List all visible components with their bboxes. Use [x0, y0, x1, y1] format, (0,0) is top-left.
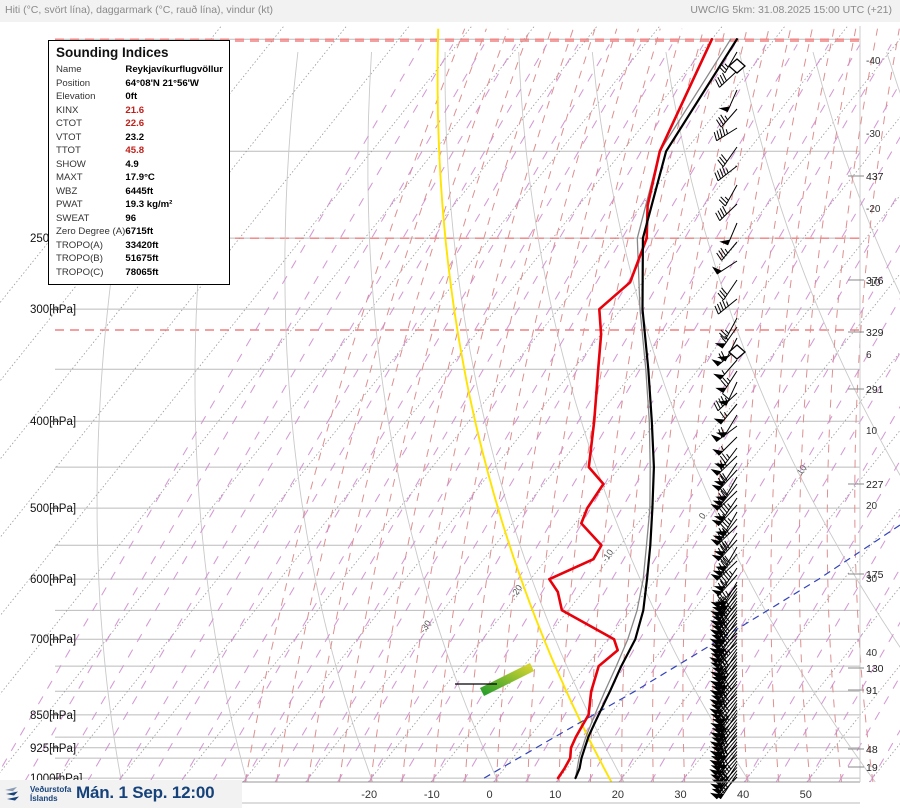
indices-row: Zero Degree (A)6715ft [56, 225, 223, 239]
indices-key: CTOT [56, 117, 125, 131]
footer-bar: Veðurstofa Íslands Mán. 1 Sep. 12:00 [0, 780, 242, 808]
pressure-tick-label: 600[hPa] [30, 574, 76, 586]
right-altitude-label: 329 [866, 327, 884, 339]
vedurstofa-logo: Veðurstofa Íslands [4, 785, 86, 805]
right-temperature-label: -40 [866, 56, 881, 67]
indices-key: SWEAT [56, 212, 125, 226]
indices-key: TROPO(B) [56, 252, 125, 266]
logo-arrows-icon [4, 785, 28, 805]
header-caption-right: UWC/IG 5km: 31.08.2025 15:00 UTC (+21) [690, 4, 892, 16]
temperature-tick-label: 40 [737, 789, 749, 801]
logo-text: Veðurstofa Íslands [30, 785, 71, 803]
temperature-tick-label: -20 [361, 789, 377, 801]
indices-key: PWAT [56, 198, 125, 212]
indices-value: 17.9°C [125, 171, 223, 185]
indices-key: KINX [56, 104, 125, 118]
right-altitude-label: 437 [866, 171, 884, 183]
pressure-tick-label: 925[hPa] [30, 743, 76, 755]
indices-key: Zero Degree (A) [56, 225, 125, 239]
indices-value: 19.3 kg/m² [125, 198, 223, 212]
indices-key: Position [56, 77, 125, 91]
indices-value: 78065ft [125, 266, 223, 280]
right-temperature-label: 10 [866, 426, 878, 437]
indices-key: Name [56, 63, 125, 77]
indices-key: TROPO(A) [56, 239, 125, 253]
indices-value: Reykjavíkurflugvöllur [125, 63, 223, 77]
indices-value: 23.2 [125, 131, 223, 145]
forecast-timestamp: Mán. 1 Sep. 12:00 [76, 783, 214, 803]
temperature-tick-label: 20 [612, 789, 624, 801]
right-altitude-label: 130 [866, 663, 884, 675]
temperature-tick-label: 50 [800, 789, 812, 801]
indices-value: 45.8 [125, 144, 223, 158]
right-altitude-label: 291 [866, 384, 884, 396]
indices-value: 22.6 [125, 117, 223, 131]
pressure-tick-label: 700[hPa] [30, 634, 76, 646]
pressure-tick-label: 500[hPa] [30, 503, 76, 515]
indices-value: 64°08'N 21°56'W [125, 77, 223, 91]
temperature-tick-label: -10 [424, 789, 440, 801]
logo-line-2: Íslands [30, 794, 71, 803]
indices-key: TROPO(C) [56, 266, 125, 280]
indices-row: TROPO(C)78065ft [56, 266, 223, 280]
indices-key: SHOW [56, 158, 125, 172]
indices-value: 51675ft [125, 252, 223, 266]
right-altitude-label: 227 [866, 479, 884, 491]
right-temperature-label: 30 [866, 574, 878, 585]
pressure-tick-label: 850[hPa] [30, 710, 76, 722]
indices-value: 33420ft [125, 239, 223, 253]
indices-value: 4.9 [125, 158, 223, 172]
pressure-tick-label: 400[hPa] [30, 416, 76, 428]
right-temperature-label: 20 [866, 501, 878, 512]
right-temperature-label: -20 [866, 204, 881, 215]
sounding-indices-title: Sounding Indices [56, 45, 223, 60]
temperature-tick-label: 0 [486, 789, 492, 801]
right-altitude-label: 91 [866, 685, 878, 697]
indices-row: TROPO(A)33420ft [56, 239, 223, 253]
temperature-tick-label: 10 [549, 789, 561, 801]
indices-key: Elevation [56, 90, 125, 104]
logo-line-1: Veðurstofa [30, 785, 71, 794]
indices-value: 96 [125, 212, 223, 226]
right-temperature-label: -30 [866, 129, 881, 140]
indices-key: MAXT [56, 171, 125, 185]
header-caption-left: Hiti (°C, svört lína), daggarmark (°C, r… [5, 4, 273, 16]
indices-value: 21.6 [125, 104, 223, 118]
temperature-tick-label: 30 [674, 789, 686, 801]
indices-value: 6445ft [125, 185, 223, 199]
indices-value: 0ft [125, 90, 223, 104]
right-altitude-label: 48 [866, 744, 878, 756]
pressure-tick-label: 300[hPa] [30, 304, 76, 316]
right-temperature-label: 40 [866, 648, 878, 659]
indices-row: TROPO(B)51675ft [56, 252, 223, 266]
indices-key: WBZ [56, 185, 125, 199]
indices-value: 6715ft [125, 225, 223, 239]
indices-key: VTOT [56, 131, 125, 145]
indices-key: TTOT [56, 144, 125, 158]
right-temperature-label: -10 [866, 278, 881, 289]
right-altitude-label: 19 [866, 762, 878, 774]
top-header-bar: Hiti (°C, svört lína), daggarmark (°C, r… [0, 0, 900, 23]
right-temperature-label: 6 [866, 350, 872, 361]
